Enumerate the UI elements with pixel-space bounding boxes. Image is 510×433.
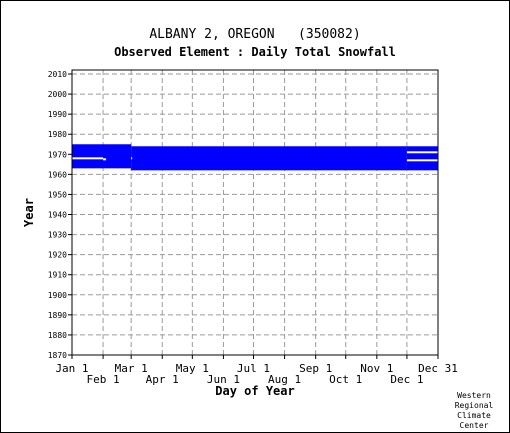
y-tick-label: 1970 — [48, 150, 67, 159]
y-tick-label: 1870 — [48, 351, 67, 360]
credit-text: Western Regional Climate Center — [447, 391, 501, 431]
credit-line: Climate — [457, 411, 491, 420]
chart-subtitle: Observed Element : Daily Total Snowfall — [114, 45, 396, 59]
x-tick-label: Sep 1 — [299, 362, 332, 375]
data-gap — [406, 159, 438, 162]
credit-line: Center — [459, 421, 489, 430]
y-tick-label: 1920 — [48, 251, 67, 260]
data-block — [406, 146, 438, 171]
y-tick-label: 1980 — [48, 130, 67, 139]
y-tick-label: 2010 — [48, 70, 67, 79]
credit-line: Regional — [454, 401, 494, 410]
x-axis-label: Day of Year — [215, 384, 294, 398]
x-tick-label: Nov 1 — [360, 362, 393, 375]
x-tick-label: Dec 31 — [418, 362, 458, 375]
x-tick-label: Dec 1 — [390, 373, 423, 386]
data-block — [131, 146, 407, 171]
x-tick-label: Oct 1 — [329, 373, 362, 386]
x-tick-label: Apr 1 — [146, 373, 179, 386]
y-tick-label: 1950 — [48, 190, 67, 199]
data-gap — [406, 151, 438, 154]
y-tick-label: 1880 — [48, 331, 67, 340]
data-gap — [72, 157, 104, 160]
x-tick-label: Jan 1 — [55, 362, 88, 375]
x-tick-label: May 1 — [176, 362, 209, 375]
x-tick-label: Mar 1 — [115, 362, 148, 375]
y-tick-label: 1940 — [48, 211, 67, 220]
x-tick-label: Feb 1 — [87, 373, 120, 386]
x-tick-label: Jun 1 — [207, 373, 240, 386]
plot-border — [71, 69, 439, 356]
y-tick-label: 2000 — [48, 90, 67, 99]
y-tick-label: 1930 — [48, 231, 67, 240]
data-gap — [131, 157, 133, 160]
y-tick-label: 1910 — [48, 271, 67, 280]
x-tick-label: Aug 1 — [268, 373, 301, 386]
y-tick-label: 1900 — [48, 291, 67, 300]
data-gap — [103, 158, 107, 161]
x-tick-label: Jul 1 — [237, 362, 270, 375]
y-tick-label: 1990 — [48, 110, 67, 119]
chart-title: ALBANY 2, OREGON (350082) — [149, 27, 361, 42]
y-tick-label: 1960 — [48, 170, 67, 179]
credit-line: Western — [457, 391, 491, 400]
y-tick-label: 1890 — [48, 311, 67, 320]
data-block — [72, 144, 132, 169]
y-axis-label: Year — [22, 198, 36, 227]
